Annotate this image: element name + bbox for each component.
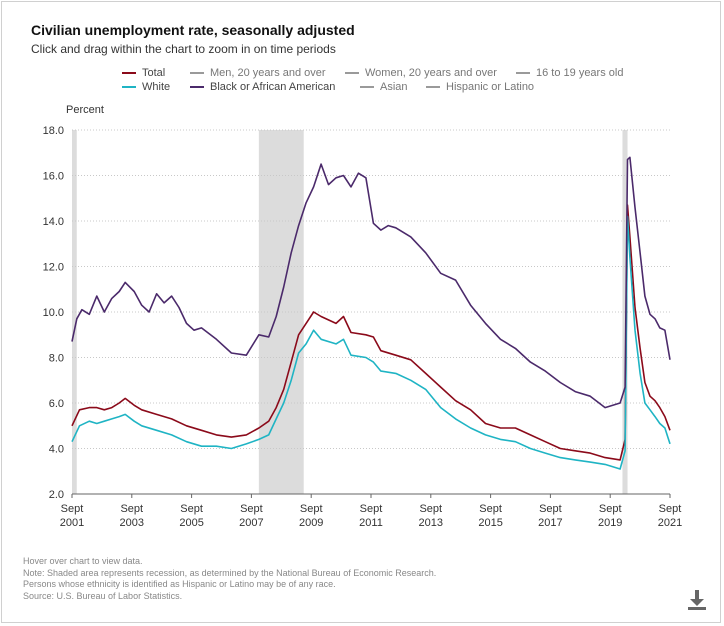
x-tick-label-month: Sept: [419, 503, 442, 515]
y-tick-label: 6.0: [49, 398, 64, 410]
y-tick-label: 10.0: [43, 307, 64, 319]
gridlines: [72, 130, 670, 449]
x-tick-label-year: 2013: [419, 517, 443, 529]
download-button[interactable]: [684, 586, 710, 612]
x-tick-label-month: Sept: [120, 503, 143, 515]
x-tick-label-month: Sept: [479, 503, 502, 515]
y-tick-label: 4.0: [49, 444, 64, 456]
y-tick-label: 12.0: [43, 262, 64, 274]
x-tick-label-year: 2001: [60, 517, 84, 529]
series-line-white: [72, 216, 670, 469]
y-tick-label: 18.0: [43, 125, 64, 137]
series-lines: [72, 157, 670, 469]
x-tick-label-year: 2015: [478, 517, 502, 529]
x-tick-label-year: 2017: [538, 517, 562, 529]
x-tick-label-month: Sept: [61, 503, 84, 515]
chart-notes: Hover over chart to view data. Note: Sha…: [23, 556, 436, 602]
x-tick-label-year: 2003: [120, 517, 144, 529]
x-tick-label-year: 2011: [359, 517, 383, 529]
y-tick-label: 14.0: [43, 216, 64, 228]
x-tick-label-month: Sept: [300, 503, 323, 515]
x-tick-label-month: Sept: [360, 503, 383, 515]
recession-band-1: [259, 130, 304, 494]
x-tick-label-year: 2007: [239, 517, 263, 529]
y-tick-label: 16.0: [43, 171, 64, 183]
note-hispanic: Persons whose ethnicity is identified as…: [23, 579, 436, 591]
note-recession: Note: Shaded area represents recession, …: [23, 568, 436, 580]
x-tick-label-year: 2019: [598, 517, 622, 529]
note-hover: Hover over chart to view data.: [23, 556, 436, 568]
y-tick-label: 2.0: [49, 489, 64, 501]
download-icon: [684, 586, 710, 612]
x-tick-label-month: Sept: [240, 503, 263, 515]
x-tick-label-year: 2009: [299, 517, 323, 529]
x-tick-label-month: Sept: [599, 503, 622, 515]
x-tick-label-year: 2021: [658, 517, 682, 529]
x-tick-label-month: Sept: [659, 503, 682, 515]
series-line-total: [72, 205, 670, 460]
x-tick-label-month: Sept: [180, 503, 203, 515]
series-line-black-or-african-american: [72, 157, 670, 407]
note-source: Source: U.S. Bureau of Labor Statistics.: [23, 591, 436, 603]
x-tick-label-year: 2005: [179, 517, 203, 529]
y-axis-label: Percent: [66, 104, 104, 116]
y-tick-label: 8.0: [49, 353, 64, 365]
x-tick-label-month: Sept: [539, 503, 562, 515]
